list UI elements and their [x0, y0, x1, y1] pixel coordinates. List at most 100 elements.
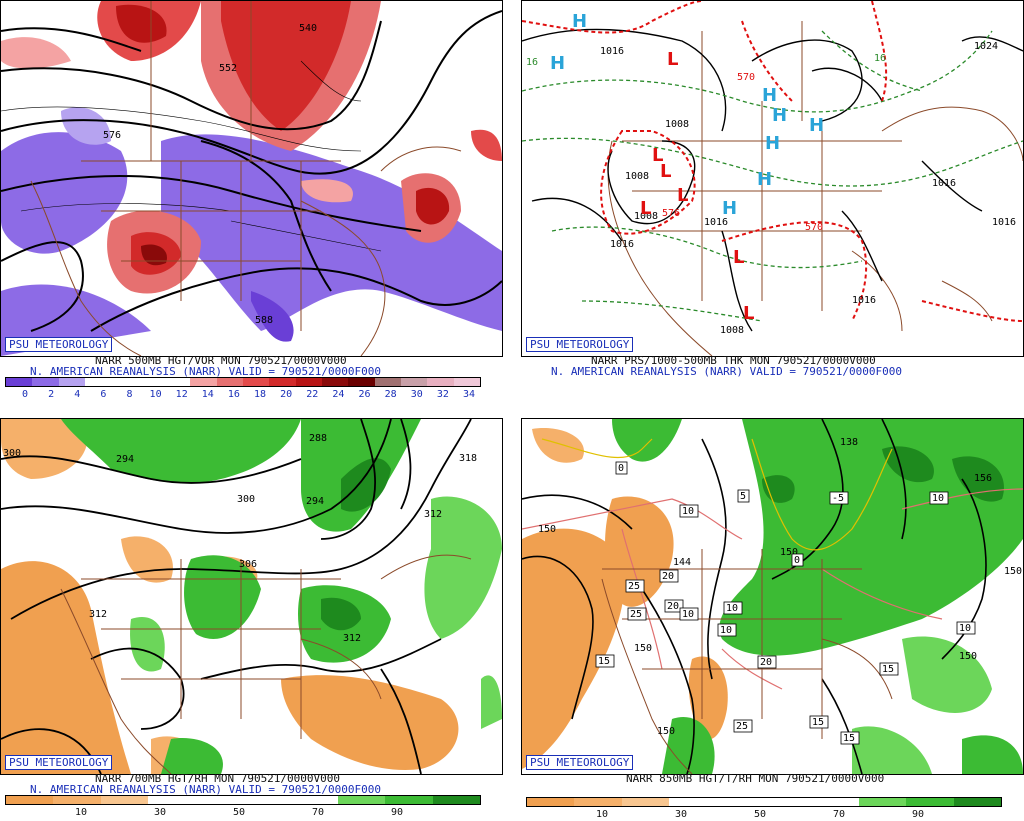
caption-line-1: NARR 500MB HGT/VOR MON 790521/0000V000 — [95, 354, 347, 367]
map-surface-svg: 1016 1024 1008 1008 1016 1016 1016 1016 … — [522, 1, 1023, 356]
colorbar-tick-label: 50 — [232, 807, 246, 818]
thin-contours — [1, 60, 382, 252]
svg-text:25: 25 — [630, 609, 642, 620]
contour-label: 150 — [634, 643, 652, 654]
temperature-label: 25 — [625, 579, 645, 593]
map-500mb: 540 552 576 588 PSU METEOROLOGY — [0, 0, 503, 357]
colorbar-tick-label: 70 — [832, 809, 846, 820]
colorbar-ticks: 0 2 4 6 8 10 12 14 16 18 20 22 24 26 28 30 32 34 — [5, 389, 479, 401]
colorbar-swatch — [137, 378, 164, 386]
isobar-label: 1008 — [625, 171, 649, 182]
colorbar-tick-label: 34 — [462, 389, 476, 400]
map-850mb: 144 150 150 150 150 138 156 150 150 0 5 -5… — [521, 418, 1024, 775]
contour-label: 312 — [89, 609, 107, 620]
contour-label: 150 — [657, 726, 675, 737]
high-pressure-marker: H — [772, 105, 787, 126]
svg-text:10: 10 — [682, 609, 694, 620]
low-pressure-marker: L — [640, 198, 651, 219]
isobar-label: 1016 — [932, 178, 956, 189]
high-pressure-marker: H — [765, 133, 780, 154]
colorbar-rh — [526, 797, 1002, 807]
colorbar-tick-label: 22 — [306, 389, 319, 400]
colorbar-swatch — [111, 378, 138, 386]
colorbar-swatch — [195, 796, 244, 804]
high-pressure-marker: H — [762, 85, 777, 106]
isobar-label: 1016 — [704, 217, 728, 228]
contour-label-588: 588 — [255, 315, 273, 326]
map-700mb: 300 294 288 318 300 294 312 306 312 312 … — [0, 418, 503, 775]
svg-text:20: 20 — [667, 601, 679, 612]
temperature-label: 10 — [679, 607, 699, 621]
colorbar-swatch — [337, 796, 386, 804]
svg-text:0: 0 — [794, 555, 800, 566]
temperature-label: 10 — [956, 621, 976, 635]
temperature-label: 10 — [679, 504, 699, 518]
colorbar-tick-label: 10 — [149, 389, 162, 400]
colorbar-swatch — [269, 378, 296, 386]
isobar-label: 1016 — [992, 217, 1016, 228]
svg-text:10: 10 — [959, 623, 971, 634]
contour-label: 312 — [424, 509, 442, 520]
isobar-label: 1024 — [974, 41, 998, 52]
colorbar-tick-label: 70 — [311, 807, 325, 818]
colorbar-tick-label: 18 — [254, 389, 267, 400]
temperature-label: 0 — [615, 461, 628, 475]
colorbar-tick-label: 10 — [595, 809, 609, 820]
isobar-label: 1008 — [665, 119, 689, 130]
low-pressure-marker: L — [677, 185, 688, 206]
thickness-label: 570 — [737, 72, 755, 83]
colorbar-tick-label: 30 — [153, 807, 167, 818]
panel-surface: 1016 1024 1008 1008 1016 1016 1016 1016 … — [521, 0, 1024, 404]
temperature-label: 0 — [791, 553, 804, 567]
temperature-label: 20 — [757, 655, 777, 669]
colorbar-tick-label: 14 — [201, 389, 214, 400]
colorbar-tick-label: 20 — [280, 389, 293, 400]
isobar-label: 1016 — [852, 295, 876, 306]
psu-badge: PSU METEOROLOGY — [526, 337, 634, 352]
contour-label: 306 — [239, 559, 257, 570]
caption-line-1: NARR 850MB HGT/T/RH MON 790521/0000V000 — [626, 772, 885, 785]
pressure-labels: 1016 1024 1008 1008 1016 1016 1016 1016 … — [600, 41, 1016, 336]
colorbar-swatch — [190, 378, 217, 386]
high-pressure-marker: H — [757, 169, 772, 190]
panel-500mb: 540 552 576 588 PSU METEOROLOGY NARR 500… — [0, 0, 503, 404]
isobar-label: 1008 — [720, 325, 744, 336]
colorbar-swatch — [243, 796, 291, 804]
colorbar-swatch — [32, 378, 59, 386]
colorbar-swatch — [290, 796, 338, 804]
colorbar-swatch — [432, 796, 481, 804]
temperature-label: 25 — [733, 719, 753, 733]
low-pressure-marker: L — [733, 247, 744, 268]
svg-text:15: 15 — [812, 717, 824, 728]
colorbar-ticks: 10 30 50 70 90 — [5, 807, 479, 819]
contour-label: 144 — [673, 557, 691, 568]
colorbar-swatch — [148, 796, 196, 804]
colorbar-swatch — [811, 798, 859, 806]
high-pressure-marker: H — [809, 115, 824, 136]
colorbar-swatch — [453, 378, 480, 386]
temperature-label: 10 — [723, 601, 743, 615]
colorbar-swatch — [764, 798, 812, 806]
colorbar-swatch — [574, 798, 622, 806]
colorbar-rh — [5, 795, 481, 805]
temp-contours — [522, 438, 1023, 690]
temperature-label: 10 — [929, 491, 949, 505]
temperature-label: -5 — [829, 491, 849, 505]
svg-text:15: 15 — [882, 664, 894, 675]
temperature-label: 15 — [840, 731, 860, 745]
svg-text:25: 25 — [736, 721, 748, 732]
contour-label: 294 — [306, 496, 324, 507]
colorbar-tick-label: 90 — [911, 809, 925, 820]
colorbar-tick-label: 6 — [100, 389, 107, 400]
colorbar-swatch — [669, 798, 717, 806]
svg-text:5: 5 — [740, 491, 746, 502]
colorbar-swatch — [906, 798, 954, 806]
thickness-labels: 570 570 576 — [662, 72, 823, 233]
colorbar-tick-label: 30 — [674, 809, 688, 820]
thickness-label: 570 — [805, 222, 823, 233]
svg-text:10: 10 — [932, 493, 944, 504]
colorbar-swatch — [100, 796, 149, 804]
contour-label: 150 — [780, 547, 798, 558]
low-pressure-marker: L — [743, 303, 754, 324]
